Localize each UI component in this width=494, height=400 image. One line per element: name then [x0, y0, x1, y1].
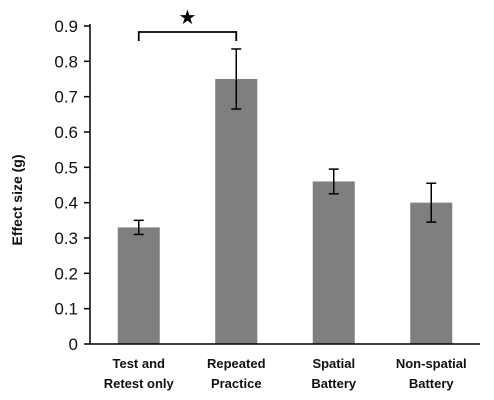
bar — [117, 227, 160, 344]
bar — [312, 181, 355, 344]
y-tick-label: 0.4 — [54, 194, 78, 213]
y-axis-label: Effect size (g) — [9, 154, 25, 245]
x-tick-label: Repeated — [207, 356, 266, 371]
x-tick-label: Battery — [311, 376, 357, 391]
significance-bracket — [137, 31, 238, 41]
bar — [410, 202, 453, 344]
y-tick-label: 0.6 — [54, 123, 78, 142]
significance-star-icon: ★ — [179, 5, 197, 29]
y-tick-label: 0.7 — [54, 88, 78, 107]
x-tick-label: Spatial — [312, 356, 355, 371]
x-tick-label: Test and — [113, 356, 166, 371]
x-tick-label: Battery — [409, 376, 455, 391]
x-tick-label: Practice — [211, 376, 262, 391]
x-tick-label: Retest only — [104, 376, 175, 391]
y-tick-label: 0.1 — [54, 300, 78, 319]
y-tick-label: 0 — [69, 335, 78, 354]
y-tick-label: 0.3 — [54, 229, 78, 248]
y-tick-label: 0.5 — [54, 158, 78, 177]
y-tick-label: 0.2 — [54, 264, 78, 283]
bar — [215, 79, 258, 344]
x-tick-label: Non-spatial — [396, 356, 467, 371]
y-tick-label: 0.9 — [54, 17, 78, 36]
y-tick-label: 0.8 — [54, 52, 78, 71]
